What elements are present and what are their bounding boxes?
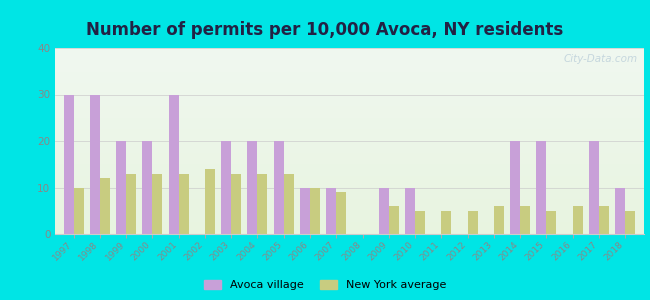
Bar [231, 173, 241, 234]
Text: City-Data.com: City-Data.com [564, 54, 638, 64]
Text: Number of permits per 10,000 Avoca, NY residents: Number of permits per 10,000 Avoca, NY r… [86, 21, 564, 39]
Bar [336, 192, 346, 234]
Bar [326, 188, 336, 234]
Bar [615, 188, 625, 234]
Bar [467, 211, 478, 234]
Bar [494, 206, 504, 234]
Bar [73, 188, 84, 234]
Bar [415, 211, 425, 234]
Bar [599, 206, 609, 234]
Bar [152, 173, 162, 234]
Bar [100, 178, 110, 234]
Bar [205, 169, 215, 234]
Bar [405, 188, 415, 234]
Bar [589, 141, 599, 234]
Bar [169, 94, 179, 234]
Bar [520, 206, 530, 234]
Bar [547, 211, 556, 234]
Legend: Avoca village, New York average: Avoca village, New York average [200, 275, 450, 294]
Bar [441, 211, 451, 234]
Bar [142, 141, 152, 234]
Bar [625, 211, 635, 234]
Bar [379, 188, 389, 234]
Bar [116, 141, 126, 234]
Bar [179, 173, 188, 234]
Bar [221, 141, 231, 234]
Bar [536, 141, 547, 234]
Bar [300, 188, 310, 234]
Bar [64, 94, 73, 234]
Bar [283, 173, 294, 234]
Bar [257, 173, 267, 234]
Bar [573, 206, 582, 234]
Bar [310, 188, 320, 234]
Bar [510, 141, 520, 234]
Bar [274, 141, 283, 234]
Bar [248, 141, 257, 234]
Bar [90, 94, 100, 234]
Bar [126, 173, 136, 234]
Bar [389, 206, 398, 234]
